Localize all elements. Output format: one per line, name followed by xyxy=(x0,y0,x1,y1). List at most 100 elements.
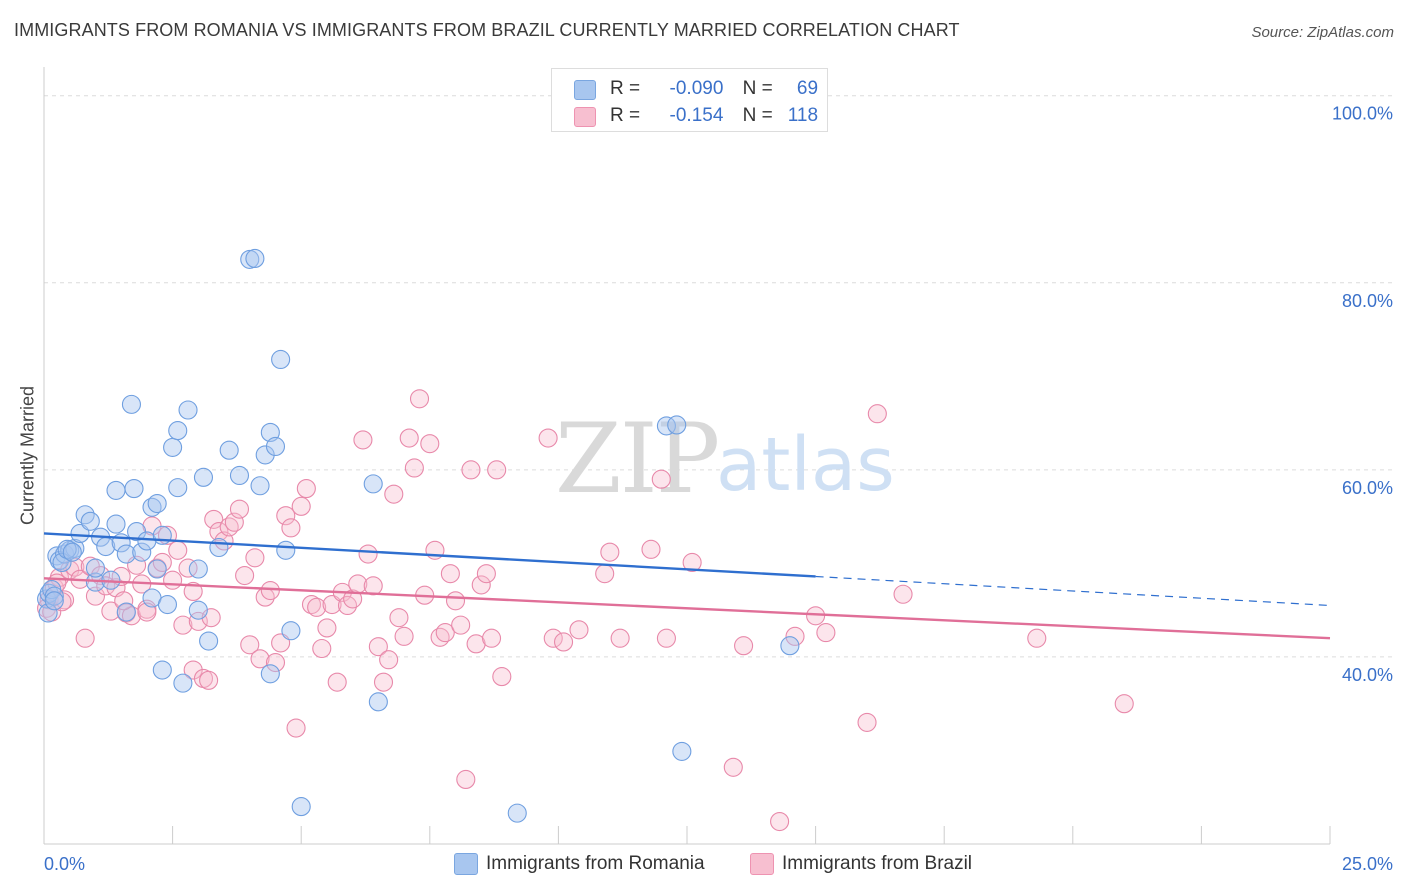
watermark: ZIP atlas xyxy=(555,403,895,515)
brazil-point xyxy=(1027,628,1047,648)
brazil-point xyxy=(271,633,291,653)
brazil-point xyxy=(245,548,265,568)
r-label: R = xyxy=(610,78,641,99)
watermark-zip: ZIP xyxy=(555,403,718,515)
brazil-point xyxy=(492,667,512,687)
brazil-point xyxy=(538,428,558,448)
romania-point xyxy=(240,249,260,269)
romania-point xyxy=(116,544,136,564)
brazil-point xyxy=(137,602,157,622)
brazil-point xyxy=(641,539,661,559)
n-label: N = xyxy=(742,105,773,126)
romania-point xyxy=(142,497,162,517)
r-label: R = xyxy=(610,105,641,126)
chart-title: IMMIGRANTS FROM ROMANIA VS IMMIGRANTS FR… xyxy=(14,20,960,40)
brazil-point xyxy=(435,623,455,643)
brazil-point xyxy=(250,649,270,669)
brazil-point xyxy=(327,672,347,692)
brazil-point xyxy=(312,638,332,659)
tick-labels: 40.0% 60.0% 80.0% 100.0% 0.0% 25.0% xyxy=(44,104,1393,874)
brazil-point xyxy=(240,635,260,655)
brazil-point xyxy=(276,506,296,526)
brazil-point xyxy=(373,672,394,692)
n-label: N = xyxy=(742,78,773,99)
brazil-point xyxy=(723,757,743,777)
romania-point xyxy=(121,394,141,414)
romania-point xyxy=(106,514,126,534)
brazil-point xyxy=(806,606,826,626)
trend-line-brazil xyxy=(43,577,1331,640)
romania-point xyxy=(57,539,77,559)
brazil-swatch xyxy=(574,107,596,127)
romania-point xyxy=(75,505,95,525)
brazil-point xyxy=(75,628,95,648)
romania-point xyxy=(157,594,178,615)
romania-point xyxy=(62,542,82,562)
romania-point xyxy=(276,540,296,560)
y-tick-label: 40.0% xyxy=(1342,665,1393,685)
romania-point xyxy=(168,478,188,498)
brazil-point xyxy=(785,626,805,646)
romania-point xyxy=(80,511,100,531)
brazil-point xyxy=(399,428,419,448)
romania-point xyxy=(70,523,90,544)
brazil-point xyxy=(1114,694,1134,714)
romania-point xyxy=(250,476,270,496)
brazil-point xyxy=(610,628,630,648)
romania-point xyxy=(291,797,311,817)
romania-point xyxy=(260,664,280,684)
brazil-point xyxy=(569,620,589,640)
stats-box: R = -0.090 N = 69 R = -0.154 N = 118 xyxy=(551,68,828,132)
brazil-point xyxy=(553,632,574,652)
brazil-point xyxy=(301,594,322,615)
trend-lines xyxy=(43,532,1331,640)
romania-point xyxy=(245,248,265,269)
source-label: Source: ZipAtlas.com xyxy=(1251,24,1394,41)
brazil-point xyxy=(317,618,337,638)
romania-point xyxy=(147,559,167,579)
romania-point xyxy=(780,636,800,656)
brazil-point xyxy=(600,542,620,562)
axes xyxy=(43,67,1331,845)
brazil-point xyxy=(816,623,836,643)
n-value: 118 xyxy=(787,105,819,126)
romania-point xyxy=(178,400,198,420)
brazil-point xyxy=(307,597,327,617)
brazil-point xyxy=(456,769,476,790)
legend-swatch-brazil xyxy=(750,853,774,875)
romania-point xyxy=(281,621,301,641)
y-axis-label: Currently Married xyxy=(17,385,38,526)
brazil-point xyxy=(337,595,358,616)
romania-point xyxy=(85,558,105,578)
romania-point xyxy=(368,692,388,712)
brazil-point xyxy=(384,484,404,504)
romania-point xyxy=(163,437,183,457)
brazil-point xyxy=(286,718,306,738)
brazil-point xyxy=(168,540,188,560)
brazil-point xyxy=(229,499,250,519)
brazil-point xyxy=(893,584,913,604)
brazil-point xyxy=(857,712,877,732)
n-value: 69 xyxy=(796,78,819,99)
romania-point xyxy=(188,559,208,579)
romania-point xyxy=(260,422,280,442)
brazil-point xyxy=(656,628,676,648)
romania-point xyxy=(672,741,692,761)
romania-point xyxy=(199,631,219,651)
watermark-atlas: atlas xyxy=(716,422,895,508)
brazil-point xyxy=(183,581,203,602)
romania-point xyxy=(667,415,687,435)
brazil-point xyxy=(101,601,121,621)
brazil-point xyxy=(543,628,563,648)
brazil-point xyxy=(296,479,316,499)
romania-point xyxy=(106,480,126,500)
brazil-point xyxy=(343,589,363,609)
brazil-point xyxy=(461,460,481,480)
brazil-point xyxy=(734,636,754,656)
brazil-point xyxy=(487,460,507,480)
brazil-point xyxy=(322,594,342,615)
y-tick-label: 100.0% xyxy=(1332,104,1393,124)
brazil-point xyxy=(85,586,105,606)
brazil-point xyxy=(445,591,466,611)
